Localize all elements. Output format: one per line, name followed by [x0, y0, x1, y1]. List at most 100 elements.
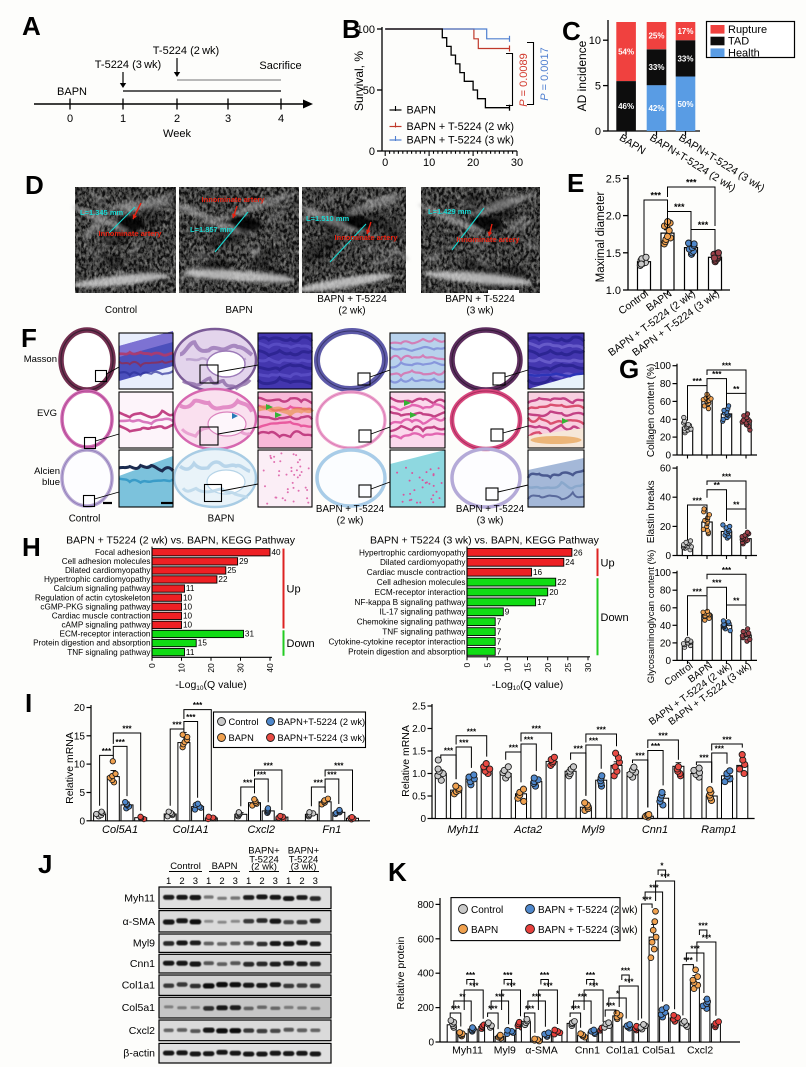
svg-text:10: 10 — [589, 35, 601, 47]
svg-text:5: 5 — [482, 662, 492, 667]
svg-text:25: 25 — [563, 662, 573, 672]
svg-text:P = 0.0017: P = 0.0017 — [539, 47, 551, 101]
svg-text:30: 30 — [236, 663, 246, 673]
svg-text:A: A — [22, 11, 41, 41]
svg-text:2.5: 2.5 — [412, 702, 426, 713]
svg-text:TNF signaling pathway: TNF signaling pathway — [67, 648, 151, 657]
svg-text:**: ** — [714, 481, 721, 490]
svg-text:Chemokine signaling pathway: Chemokine signaling pathway — [357, 618, 467, 627]
svg-text:***: *** — [574, 745, 584, 754]
svg-text:Alcien: Alcien — [34, 466, 60, 477]
svg-text:Week: Week — [163, 128, 191, 140]
svg-text:***: *** — [532, 993, 542, 1002]
svg-text:**: ** — [733, 385, 740, 394]
svg-text:***: *** — [532, 725, 542, 734]
svg-text:Hypertrophic cardiomyopathy: Hypertrophic cardiomyopathy — [359, 548, 466, 557]
svg-text:***: *** — [327, 771, 337, 780]
svg-text:(2 wk): (2 wk) — [251, 862, 277, 873]
svg-text:**: ** — [733, 597, 740, 606]
svg-text:***: *** — [467, 727, 477, 736]
svg-text:H: H — [22, 532, 41, 562]
svg-text:80: 80 — [660, 586, 672, 597]
svg-text:***: *** — [102, 747, 112, 756]
svg-text:Hypertrophic cardiomyopathy: Hypertrophic cardiomyopathy — [44, 575, 151, 584]
svg-text:T-5224 (3 wk): T-5224 (3 wk) — [95, 59, 161, 71]
svg-text:2: 2 — [219, 876, 224, 887]
svg-text:(2 wk): (2 wk) — [337, 516, 364, 527]
svg-text:***: *** — [540, 971, 550, 980]
svg-text:15: 15 — [198, 639, 208, 648]
svg-text:***: *** — [172, 721, 182, 730]
svg-text:BAPN + T5224 (3 wk) vs. BAPN,: BAPN + T5224 (3 wk) vs. BAPN, KEGG Pathw… — [370, 535, 600, 547]
svg-text:20: 20 — [74, 703, 86, 714]
svg-text:C: C — [562, 16, 581, 46]
svg-text:α-SMA: α-SMA — [525, 1045, 557, 1057]
svg-text:2: 2 — [299, 876, 304, 887]
svg-text:***: *** — [503, 971, 513, 980]
svg-text:Innominate artery: Innominate artery — [335, 233, 399, 242]
svg-text:***: *** — [649, 884, 659, 893]
svg-text:Protein digestion and absorpti: Protein digestion and absorption — [33, 639, 151, 648]
svg-text:54%: 54% — [618, 48, 634, 57]
svg-text:BAPN + T-5224: BAPN + T-5224 — [316, 504, 385, 515]
svg-text:9: 9 — [505, 608, 510, 617]
svg-text:Maximal diameter: Maximal diameter — [595, 191, 607, 282]
svg-text:BAPN + T-5224 (2 wk): BAPN + T-5224 (2 wk) — [538, 905, 638, 916]
svg-text:***: *** — [509, 744, 519, 753]
svg-text:BAPN: BAPN — [471, 925, 498, 936]
svg-text:Fn1: Fn1 — [322, 824, 341, 836]
svg-text:blue: blue — [42, 477, 60, 488]
svg-text:***: *** — [451, 1005, 461, 1014]
svg-text:(3 wk): (3 wk) — [466, 306, 493, 317]
svg-text:cAMP signaling pathway: cAMP signaling pathway — [61, 621, 151, 630]
svg-text:***: *** — [495, 993, 505, 1002]
svg-text:40: 40 — [660, 415, 672, 426]
svg-text:***: *** — [578, 993, 588, 1002]
svg-text:0: 0 — [79, 816, 85, 827]
svg-text:BAPN: BAPN — [212, 861, 238, 872]
svg-text:Cnn1: Cnn1 — [575, 1045, 600, 1057]
svg-text:***: *** — [658, 732, 668, 741]
svg-text:***: *** — [466, 971, 476, 980]
svg-text:2: 2 — [174, 113, 180, 125]
svg-text:100: 100 — [357, 24, 375, 36]
svg-text:***: *** — [712, 579, 722, 588]
svg-text:10: 10 — [183, 593, 193, 602]
svg-text:30: 30 — [511, 157, 523, 169]
svg-text:7: 7 — [497, 637, 502, 646]
svg-text:11: 11 — [186, 584, 195, 593]
svg-text:60: 60 — [660, 603, 672, 614]
svg-text:I: I — [25, 688, 32, 718]
svg-text:0: 0 — [665, 451, 671, 462]
svg-text:***: *** — [597, 726, 607, 735]
svg-text:***: *** — [334, 762, 344, 771]
svg-text:BAPN + T5224 (2 wk) vs. BAPN,: BAPN + T5224 (2 wk) vs. BAPN, KEGG Pathw… — [66, 535, 296, 547]
svg-text:Col5A1: Col5A1 — [102, 824, 138, 836]
svg-text:Up: Up — [287, 584, 301, 596]
svg-text:Myl9: Myl9 — [581, 824, 604, 836]
svg-text:L=1.429 mm: L=1.429 mm — [428, 207, 471, 216]
svg-text:EVG: EVG — [37, 408, 57, 419]
svg-text:Cardiac muscle contraction: Cardiac muscle contraction — [52, 612, 151, 621]
svg-text:B: B — [342, 14, 361, 44]
svg-text:Control: Control — [105, 305, 137, 316]
svg-text:***: *** — [264, 762, 274, 771]
svg-text:25%: 25% — [648, 32, 664, 41]
svg-text:β-actin: β-actin — [123, 1048, 155, 1060]
svg-text:40: 40 — [660, 621, 672, 632]
svg-text:BAPN + T-5224 (3 wk): BAPN + T-5224 (3 wk) — [538, 925, 638, 936]
svg-text:Col1a1: Col1a1 — [606, 1045, 639, 1057]
svg-text:20: 20 — [660, 522, 672, 533]
svg-text:*: * — [616, 990, 620, 999]
svg-text:Cell adhesion molecules: Cell adhesion molecules — [377, 578, 466, 587]
svg-text:***: *** — [651, 191, 662, 201]
svg-text:***: *** — [683, 956, 693, 965]
svg-text:***: *** — [635, 752, 645, 761]
svg-text:***: *** — [722, 566, 732, 575]
svg-text:***: *** — [651, 742, 661, 751]
svg-text:7: 7 — [497, 647, 502, 656]
svg-text:***: *** — [674, 202, 685, 212]
svg-text:10: 10 — [183, 621, 193, 630]
svg-text:1: 1 — [286, 876, 291, 887]
svg-text:Ramp1: Ramp1 — [701, 824, 736, 836]
